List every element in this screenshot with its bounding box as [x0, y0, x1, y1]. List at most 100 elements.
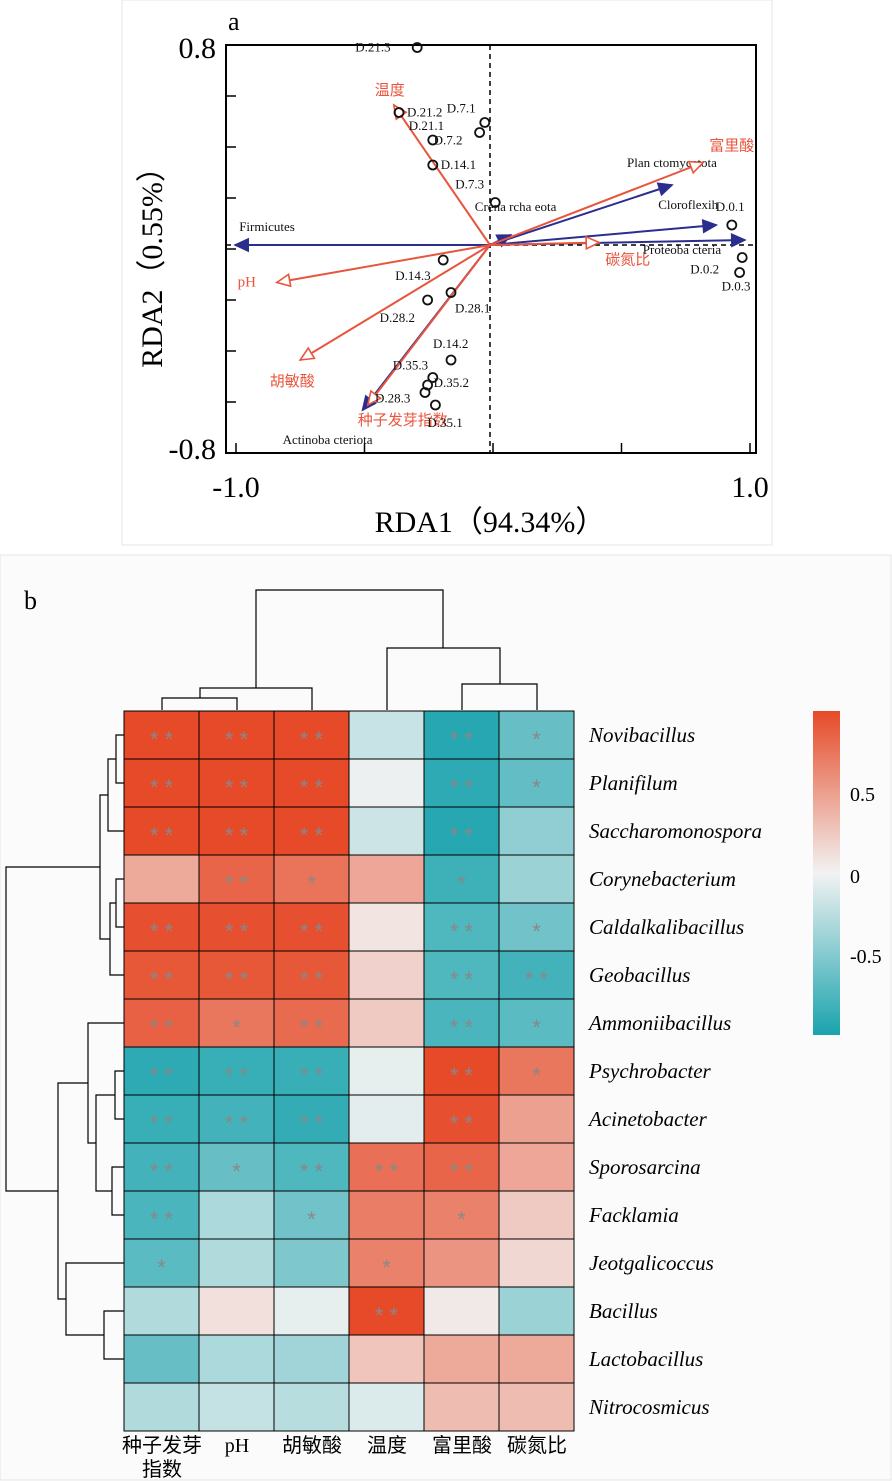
- heatmap-row-labels: Novibacillus Planifilum Saccharomonospora C…: [587, 723, 762, 1419]
- heatmap-cell: [498, 1094, 575, 1144]
- heatmap-cell: [123, 1238, 200, 1288]
- col-label-humic-acid: 胡敏酸: [282, 1434, 342, 1457]
- heatmap-cell: [498, 1238, 575, 1288]
- row-label-saccharomonospora: Saccharomonospora: [589, 819, 762, 843]
- heatmap-cell: [198, 1286, 275, 1336]
- taxon-arrowhead: [730, 233, 747, 248]
- site-point-d-21-3: [411, 42, 423, 53]
- significance-marker: *: [232, 1015, 241, 1040]
- heatmap-cells: * * * * * * * * * * * * * * * * * * * * * * * * * * * …: [123, 710, 575, 1432]
- heatmap-cell: [348, 758, 425, 808]
- heatmap-cell: [498, 1046, 575, 1096]
- heatmap-cell: [423, 806, 500, 856]
- significance-marker: * *: [225, 871, 249, 896]
- heatmap-cell: [123, 998, 200, 1048]
- site-label: D.14.3: [395, 268, 430, 283]
- site-point-d-35-1: [429, 399, 441, 411]
- significance-marker: * *: [300, 919, 324, 944]
- y-tick-label-top: 0.8: [179, 32, 217, 65]
- site-label: D.21.3: [355, 40, 390, 55]
- heatmap-cell: [273, 1382, 350, 1432]
- col-label-cn-ratio: 碳氮比: [507, 1434, 567, 1457]
- site-point-d-7-3: [489, 197, 501, 208]
- heatmap-cell: [273, 1334, 350, 1384]
- significance-marker: * *: [300, 823, 324, 848]
- heatmap-cell: [498, 710, 575, 760]
- significance-marker: * *: [225, 823, 249, 848]
- heatmap-cell: [123, 1094, 200, 1144]
- heatmap-cell: [198, 1142, 275, 1192]
- heatmap-cell: [198, 1382, 275, 1432]
- significance-marker: * *: [225, 967, 249, 992]
- heatmap-cell: [123, 1382, 200, 1432]
- env-arrow-: [392, 104, 491, 246]
- site-label: D.28.2: [380, 310, 415, 325]
- site-label: D.28.1: [455, 301, 490, 316]
- significance-marker: * *: [150, 1015, 174, 1040]
- significance-marker: * *: [150, 823, 174, 848]
- color-scale-tick-high: 0.5: [850, 784, 875, 806]
- significance-marker: * *: [525, 967, 549, 992]
- env-arrow-: [489, 161, 704, 246]
- heatmap-cell: [423, 1238, 500, 1288]
- significance-marker: * *: [375, 1303, 399, 1328]
- heatmap-cell: [423, 1046, 500, 1096]
- significance-marker: *: [532, 775, 541, 800]
- site-label: D.21.2: [407, 105, 442, 120]
- heatmap-cell: [198, 950, 275, 1000]
- env-label: 温度: [375, 82, 405, 99]
- significance-marker: *: [307, 1207, 316, 1232]
- significance-marker: * *: [300, 1015, 324, 1040]
- significance-marker: * *: [150, 1159, 174, 1184]
- significance-marker: *: [457, 1207, 466, 1232]
- significance-marker: * *: [450, 1015, 474, 1040]
- col-label-seed-germination-line2: 指数: [142, 1458, 182, 1481]
- site-label: D.7.2: [434, 133, 463, 148]
- taxon-label: Actinoba cteriota: [283, 432, 373, 447]
- heatmap-cell: [273, 1046, 350, 1096]
- site-point-d-28-3: [419, 387, 431, 398]
- heatmap-cell: [348, 1094, 425, 1144]
- taxon-label: Crena rcha eota: [475, 199, 557, 214]
- significance-marker: *: [382, 1255, 391, 1280]
- heatmap-cell: [123, 1286, 200, 1336]
- significance-marker: * *: [150, 775, 174, 800]
- env-arrowhead: [366, 389, 382, 407]
- heatmap-cell: [348, 710, 425, 760]
- col-label-seed-germination: 种子发芽: [122, 1434, 202, 1457]
- row-label-jeotgalicoccus: Jeotgalicoccus: [589, 1251, 714, 1275]
- heatmap-cell: [423, 758, 500, 808]
- significance-marker: *: [457, 871, 466, 896]
- heatmap-cell: [273, 902, 350, 952]
- site-label: D.35.1: [427, 415, 462, 430]
- site-label: D.0.2: [690, 262, 719, 277]
- heatmap-cell: [198, 854, 275, 904]
- significance-marker: * *: [225, 919, 249, 944]
- panel-a-frame: [121, 0, 773, 546]
- col-label-fulvic-acid: 富里酸: [432, 1434, 492, 1457]
- significance-marker: * *: [150, 1111, 174, 1136]
- heatmap-cell: [423, 902, 500, 952]
- site-point-d-28-2: [422, 294, 434, 306]
- heatmap-cell: [348, 998, 425, 1048]
- heatmap-cell: [273, 950, 350, 1000]
- heatmap-cell: [498, 758, 575, 808]
- env-arrowhead: [687, 160, 705, 175]
- rda-axis-ticks: [226, 44, 751, 454]
- row-label-ammoniibacillus: Ammoniibacillus: [587, 1011, 731, 1035]
- significance-marker: * *: [150, 1207, 174, 1232]
- significance-marker: * *: [450, 823, 474, 848]
- env-arrow-ph: [276, 244, 491, 284]
- heatmap-cell: [348, 1190, 425, 1240]
- col-label-ph: pH: [225, 1435, 249, 1457]
- x-tick-label-left: -1.0: [212, 471, 260, 504]
- significance-marker: * *: [450, 1159, 474, 1184]
- significance-marker: * *: [300, 1063, 324, 1088]
- row-label-novibacillus: Novibacillus: [588, 723, 695, 747]
- y-tick-label-bottom: -0.8: [169, 433, 217, 466]
- x-tick-label-right: 1.0: [731, 471, 769, 504]
- site-label: D.7.1: [447, 101, 476, 116]
- heatmap-cell: [423, 1334, 500, 1384]
- panel-b-label: b: [24, 586, 37, 615]
- row-label-facklamia: Facklamia: [588, 1203, 679, 1227]
